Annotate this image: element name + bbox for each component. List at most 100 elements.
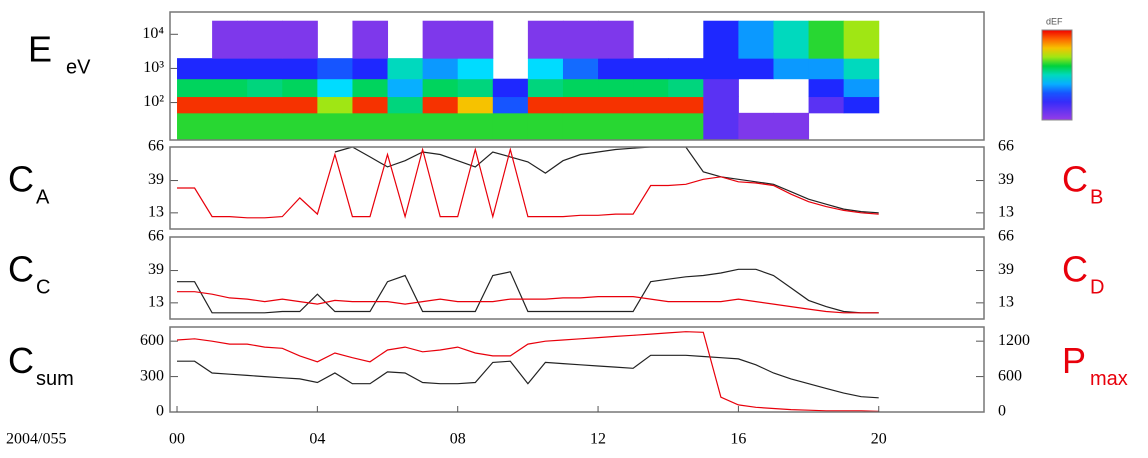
x-tick-label: 16	[730, 431, 746, 448]
heatmap-cell	[422, 96, 459, 114]
y2-axis-label: C	[1062, 159, 1088, 200]
heatmap-cell	[282, 58, 318, 80]
heatmap-cell	[843, 20, 880, 59]
heatmap-cell	[633, 58, 669, 80]
heatmap-cell	[387, 58, 424, 80]
y-axis-label-sub: C	[36, 276, 50, 298]
heatmap-cell	[387, 112, 424, 140]
heatmap-cell	[527, 78, 564, 98]
y2-tick-label: 66	[998, 138, 1014, 155]
y2-tick-label: 1200	[998, 332, 1030, 349]
colorbar	[1041, 29, 1073, 121]
heatmap-cell	[598, 78, 634, 98]
y-tick-label: 10⁴	[142, 25, 164, 42]
y-axis-label-sub: A	[36, 186, 50, 208]
y2-axis-label: C	[1062, 249, 1088, 290]
heatmap-cell	[247, 20, 283, 59]
y2-axis-label: P	[1062, 340, 1086, 381]
heatmap-cell	[457, 112, 494, 140]
heatmap-cell	[317, 96, 353, 114]
heatmap-cell	[527, 58, 564, 80]
heatmap-cell	[738, 58, 774, 80]
heatmap-cell	[422, 58, 459, 80]
y-tick-label: 39	[148, 261, 164, 278]
heatmap-cell	[212, 20, 248, 59]
heatmap-cell	[808, 58, 845, 80]
heatmap-cell	[317, 58, 353, 80]
x-tick-label: 04	[309, 431, 325, 448]
heatmap-cell	[177, 58, 213, 80]
heatmap-cell	[808, 78, 845, 98]
y-tick-label: 39	[148, 171, 164, 188]
heatmap-cell	[633, 78, 669, 98]
heatmap-cell	[843, 58, 880, 80]
plot-area	[177, 268, 879, 314]
heatmap-cell	[773, 112, 810, 140]
heatmap-cell	[212, 78, 248, 98]
y2-tick-label: 13	[998, 294, 1014, 311]
heatmap-cell	[282, 78, 318, 98]
heatmap-cell	[457, 20, 494, 59]
y2-axis-label-sub: max	[1090, 368, 1128, 390]
panel-frame	[169, 146, 985, 230]
heatmap-cell	[843, 78, 880, 98]
y-axis-label: C	[8, 340, 34, 381]
heatmap-cell	[598, 96, 634, 114]
x-axis-label: 2004/055	[6, 431, 66, 448]
heatmap-cell	[562, 20, 599, 59]
heatmap-cell	[633, 112, 669, 140]
heatmap-cell	[457, 58, 494, 80]
x-tick-label: 20	[871, 431, 887, 448]
y-axis-label: E	[28, 29, 52, 70]
series-line	[177, 268, 879, 314]
x-tick-label: 00	[169, 431, 185, 448]
heatmap-cell	[703, 112, 739, 140]
y-axis-label-sub: eV	[66, 56, 91, 78]
y2-tick-label: 39	[998, 261, 1014, 278]
heatmap-cell	[773, 20, 810, 59]
heatmap-cell	[773, 58, 810, 80]
heatmap-cell	[352, 96, 389, 114]
y-tick-label: 0	[156, 403, 164, 420]
heatmap-cell	[703, 96, 739, 114]
y2-axis-label-sub: B	[1090, 186, 1103, 208]
heatmap-cell	[282, 20, 318, 59]
heatmap-cell	[668, 58, 704, 80]
heatmap-cell	[738, 20, 774, 59]
plot-area	[177, 20, 880, 140]
y-tick-label: 13	[148, 294, 164, 311]
series-line	[177, 147, 879, 219]
heatmap-cell	[457, 78, 494, 98]
y-tick-label: 10³	[143, 59, 164, 76]
heatmap-cell	[562, 112, 599, 140]
colorbar-title: dEF	[1046, 16, 1063, 26]
y2-tick-label: 600	[998, 367, 1022, 384]
heatmap-cell	[598, 20, 634, 59]
y-tick-label: 66	[148, 228, 164, 245]
series-line	[176, 331, 879, 412]
heatmap-cell	[387, 78, 424, 98]
heatmap-cell	[352, 112, 389, 140]
heatmap-cell	[212, 96, 248, 114]
heatmap-cell	[212, 58, 248, 80]
series-line	[177, 291, 879, 314]
heatmap-cell	[282, 96, 318, 114]
y-tick-label: 66	[148, 138, 164, 155]
y2-tick-label: 0	[998, 403, 1006, 420]
y-axis-label: C	[8, 249, 34, 290]
heatmap-cell	[598, 58, 634, 80]
heatmap-cell	[808, 20, 845, 59]
y-tick-label: 10²	[143, 93, 164, 110]
y2-axis-label-sub: D	[1090, 276, 1104, 298]
series-line	[177, 354, 879, 399]
heatmap-cell	[457, 96, 494, 114]
heatmap-cell	[562, 58, 599, 80]
heatmap-cell	[247, 112, 283, 140]
y2-tick-label: 13	[998, 204, 1014, 221]
heatmap-cell	[177, 78, 213, 98]
heatmap-cell	[527, 112, 564, 140]
x-tick-label: 12	[590, 431, 606, 448]
heatmap-cell	[527, 96, 564, 114]
heatmap-cell	[562, 96, 599, 114]
y-axis-label-sub: sum	[36, 368, 74, 390]
